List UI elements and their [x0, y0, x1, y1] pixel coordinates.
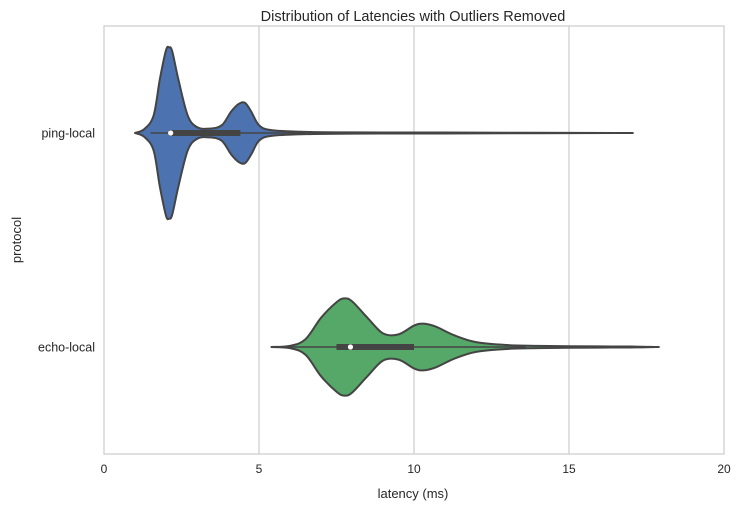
x-tick-label: 5 — [256, 462, 263, 476]
x-axis-label: latency (ms) — [378, 486, 449, 501]
violins — [134, 45, 660, 397]
chart-title: Distribution of Latencies with Outliers … — [261, 9, 566, 25]
y-axis-label: protocol — [9, 217, 24, 263]
median-marker-echo-local — [347, 344, 354, 350]
x-tick-label: 0 — [101, 462, 108, 476]
y-tick-labels: ping-local echo-local — [38, 127, 95, 355]
x-gridlines — [258, 26, 570, 454]
median-marker-ping-local — [168, 130, 174, 136]
x-tick-label: 20 — [717, 462, 731, 476]
violin-ping-local — [134, 45, 634, 221]
x-tick-label: 15 — [562, 462, 576, 476]
y-tick-label: echo-local — [38, 341, 95, 355]
y-tick-label: ping-local — [41, 127, 95, 141]
x-tick-labels: 0 5 10 15 20 — [101, 462, 731, 476]
x-tick-label: 10 — [407, 462, 421, 476]
